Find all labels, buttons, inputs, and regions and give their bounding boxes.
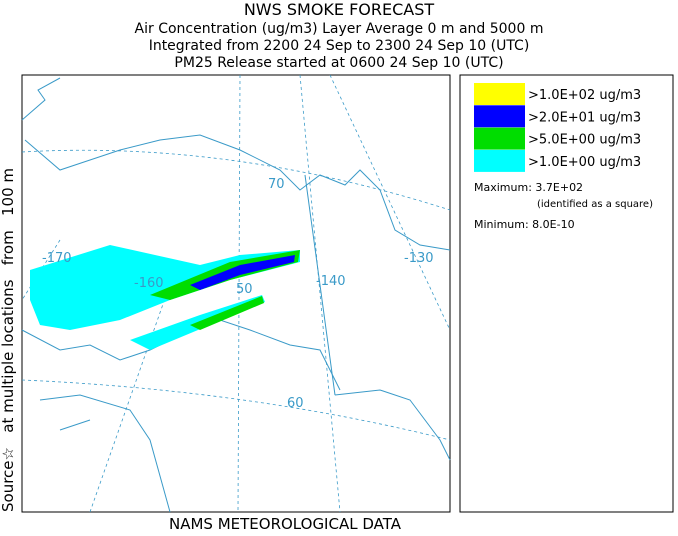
legend-swatch <box>474 105 525 128</box>
legend-label: >1.0E+02 ug/m3 <box>528 88 641 103</box>
side-label: Source☆ at multiple locations from 100 m <box>0 168 17 512</box>
legend-swatch <box>474 83 525 105</box>
map-label: -170 <box>42 251 72 266</box>
legend-swatch <box>474 127 525 150</box>
map: -170 -160 50 -140 -130 70 60 <box>21 74 451 513</box>
coastline <box>39 394 171 513</box>
footer: NAMS METEOROLOGICAL DATA <box>169 515 402 532</box>
grid-line <box>21 379 451 441</box>
coastline <box>21 77 451 251</box>
grid-line <box>89 269 176 513</box>
plume-mid <box>190 296 264 330</box>
subtitle: Air Concentration (ug/m3) Layer Average … <box>135 21 544 37</box>
map-label: -160 <box>134 276 164 291</box>
title: NWS SMOKE FORECAST <box>244 0 435 19</box>
grid-line <box>237 74 241 513</box>
maximum-note: (identified as a square) <box>537 199 653 210</box>
grid-line <box>21 149 451 211</box>
maximum: Maximum: 3.7E+02 <box>474 181 583 194</box>
legend-label: >5.0E+00 ug/m3 <box>528 133 641 148</box>
legend-label: >1.0E+00 ug/m3 <box>528 155 641 170</box>
legend: Maximum: 3.7E+02 (identified as a square… <box>459 74 674 513</box>
grid-line <box>329 74 451 331</box>
map-label: 70 <box>268 177 285 192</box>
map-label: -140 <box>316 274 346 289</box>
subtitle: PM25 Release started at 0600 24 Sep 10 (… <box>174 55 503 71</box>
map-label: 50 <box>236 282 253 297</box>
minimum: Minimum: 8.0E-10 <box>474 218 575 231</box>
subtitle: Integrated from 2200 24 Sep to 2300 24 S… <box>149 38 530 54</box>
border <box>304 174 451 461</box>
legend-swatch <box>474 149 525 172</box>
grid-line <box>299 74 341 513</box>
map-label: 60 <box>287 396 304 411</box>
legend-label: >2.0E+01 ug/m3 <box>528 110 641 125</box>
map-label: -130 <box>404 251 434 266</box>
plume-high <box>190 255 295 290</box>
